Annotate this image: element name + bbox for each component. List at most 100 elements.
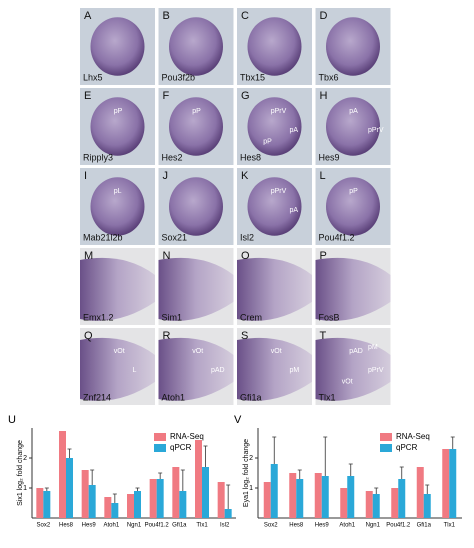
bar [104,497,112,518]
annotation: pP [114,108,123,115]
annotation: pPrV [271,188,287,195]
embryo [158,337,234,401]
error-bar [135,487,140,491]
error-bar [323,436,328,476]
panel-letter: N [163,250,171,262]
x-tick-label: Hes9 [82,523,97,529]
annotation: pP [263,139,272,146]
legend-swatch [380,444,392,452]
bar [340,488,348,518]
embryo [90,97,145,156]
y-tick-label: 1 [23,485,27,492]
panel-letter: I [84,170,87,182]
bar [263,482,271,518]
error-bar [44,487,49,491]
embryo [158,257,234,321]
embryo [326,97,380,156]
annotation: pM [368,344,378,351]
panel-letter: J [163,170,169,182]
error-bar [158,472,163,479]
error-bar [297,469,302,479]
error-bar [272,436,277,464]
bar [217,482,225,518]
gene-name: Ripply3 [83,152,113,162]
annotation: pM [290,367,300,374]
gene-name: Crem [240,312,262,322]
x-tick-label: Hes9 [315,523,330,529]
bar [398,479,406,518]
x-tick-label: Tlx1 [444,523,456,529]
annotation: pA [290,127,299,134]
annotation: vOt [342,379,353,386]
annotation: pAD [211,367,225,374]
gene-name: Hes9 [319,152,340,162]
bar [321,476,329,518]
bar [202,467,209,518]
x-tick-label: Hes8 [289,523,304,529]
bar [289,473,297,518]
error-bar [450,436,455,449]
embryo [237,257,312,321]
annotation: pA [349,108,358,115]
x-tick-label: Ngn1 [127,523,142,529]
bar [442,449,450,518]
panel-letter: C [241,10,249,22]
bar [59,431,66,518]
bar [66,458,73,518]
embryo [315,257,391,321]
embryo [247,177,302,236]
embryo [247,97,302,156]
legend-label: qPCR [170,443,192,452]
gene-name: Gfi1a [240,392,262,402]
error-bar [90,469,95,485]
x-tick-label: Pou4f1.2 [386,523,411,529]
bar [449,449,457,518]
bar [179,491,187,518]
bar [314,473,322,518]
panel-letter: G [241,90,250,102]
panel-letter: E [84,90,91,102]
annotation: pPrV [368,367,384,374]
gene-name: FosB [319,312,340,322]
annotation: pPrV [271,108,287,115]
bar [372,494,380,518]
bar [43,491,51,518]
panel-letter: O [241,250,250,262]
panel-letter: T [320,330,327,342]
embryo [169,17,223,76]
x-tick-label: Ngn1 [366,523,381,529]
embryo [326,17,380,76]
annotation: pL [114,188,122,195]
legend-label: qPCR [396,443,418,452]
error-bar [348,463,353,476]
gene-name: Znf214 [83,392,111,402]
x-tick-label: Sox2 [264,523,278,529]
annotation: pP [349,188,358,195]
x-tick-label: Pou4f1.2 [145,523,170,529]
error-bar [374,487,379,494]
bar [224,509,232,518]
gene-name: Hes8 [240,152,261,162]
y-tick-label: 1 [249,485,253,492]
panel-letter: F [163,90,170,102]
embryo [315,337,391,401]
panel-letter: M [84,250,93,262]
bar [134,491,141,518]
bar [416,467,424,518]
panel-letter: B [163,10,170,22]
embryo [90,177,145,236]
annotation: vOt [114,348,125,355]
bar [36,488,44,518]
y-axis-label: Eya1 log₂ fold change [243,439,250,507]
bar [391,488,399,518]
gene-name: Tbx6 [319,72,339,82]
gene-name: Mab21l2b [83,232,123,242]
legend-swatch [380,433,392,441]
x-tick-label: Isl2 [220,523,230,529]
gene-name: Hes2 [162,152,183,162]
embryo [80,257,155,321]
panel-letter: P [320,250,327,262]
bar [156,479,164,518]
panel-letter: K [241,170,249,182]
panel-letter: V [234,414,242,426]
